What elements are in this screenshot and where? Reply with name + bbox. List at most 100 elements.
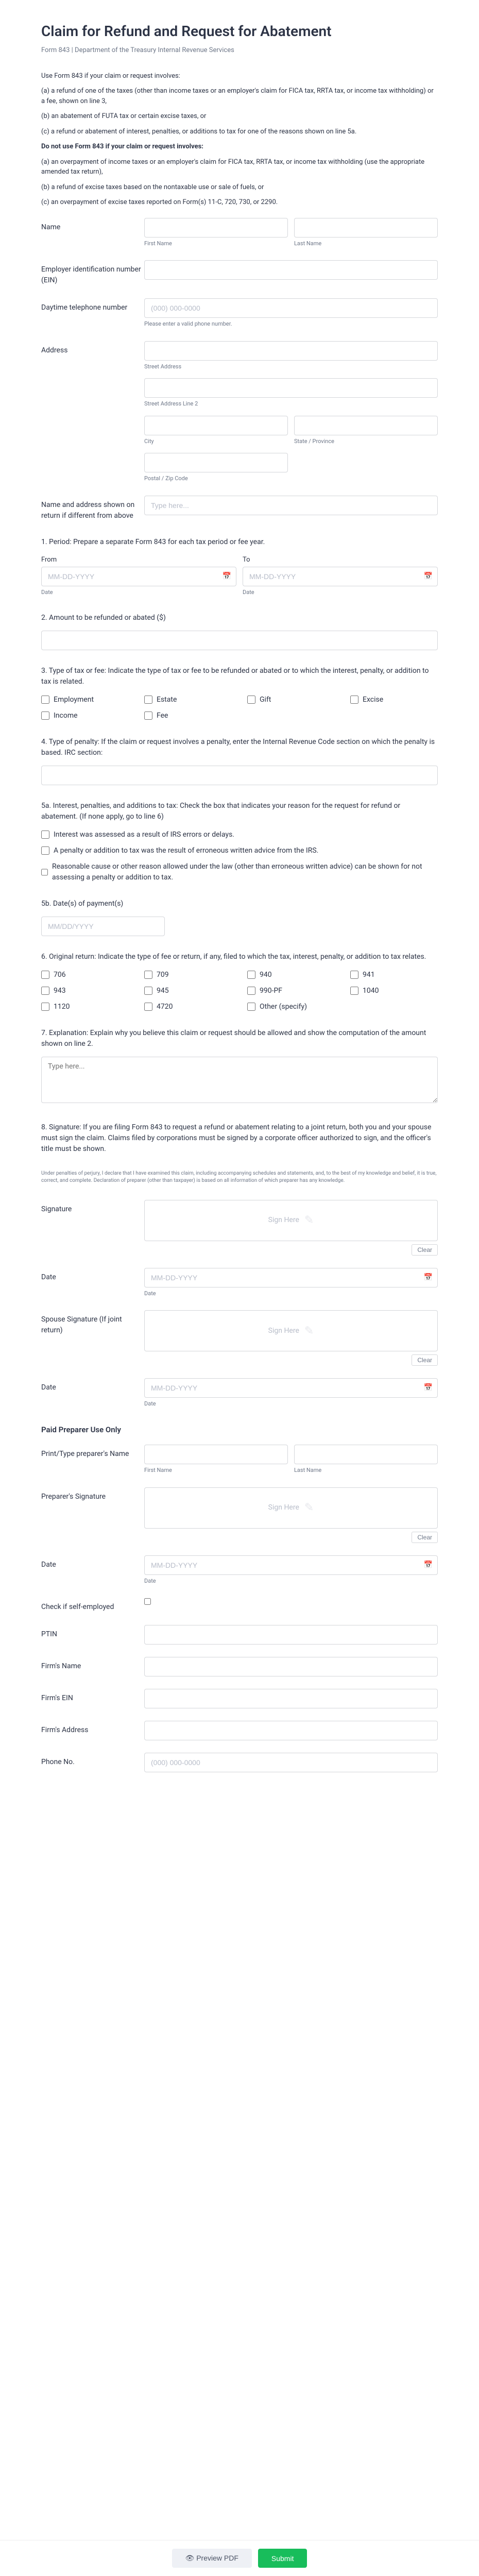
prep-date-input[interactable] (144, 1555, 438, 1575)
checkbox-option[interactable]: Other (specify) (247, 1002, 330, 1012)
checkbox-label: 4720 (157, 1002, 173, 1012)
clear-button[interactable]: Clear (412, 1244, 438, 1256)
prep-signature-pad[interactable]: Sign Here✎ (144, 1487, 438, 1529)
hint-phone: Please enter a valid phone number. (144, 320, 438, 329)
spouse-date-input[interactable] (144, 1378, 438, 1398)
q4-input[interactable] (41, 766, 438, 785)
nameaddr-input[interactable] (144, 496, 438, 515)
clear-button[interactable]: Clear (412, 1354, 438, 1366)
checkbox-option[interactable]: Excise (350, 694, 433, 705)
checkbox-option[interactable]: Fee (144, 710, 227, 721)
first-name-input[interactable] (144, 218, 288, 238)
q1-from-input[interactable] (41, 567, 236, 586)
q1-to-label: To (243, 555, 438, 565)
q4-text: 4. Type of penalty: If the claim or requ… (41, 737, 438, 758)
q1-to-input[interactable] (243, 567, 438, 586)
checkbox-label: Other (specify) (260, 1002, 307, 1012)
checkbox-option[interactable]: Income (41, 710, 124, 721)
hint-last: Last Name (294, 240, 438, 248)
checkbox-input[interactable] (41, 831, 49, 839)
intro-block: Use Form 843 if your claim or request in… (41, 71, 438, 208)
preview-pdf-button[interactable]: Preview PDF (172, 2549, 252, 2568)
checkbox-option[interactable]: 943 (41, 986, 124, 996)
checkbox-input[interactable] (41, 971, 49, 979)
last-name-input[interactable] (294, 218, 438, 238)
checkbox-option[interactable]: A penalty or addition to tax was the res… (41, 845, 438, 856)
checkbox-input[interactable] (247, 987, 255, 995)
prep-first-input[interactable] (144, 1445, 288, 1464)
checkbox-option[interactable]: 945 (144, 986, 227, 996)
self-employed-checkbox[interactable] (144, 1598, 151, 1605)
checkbox-input[interactable] (144, 987, 152, 995)
checkbox-input[interactable] (247, 696, 255, 704)
q5b-input[interactable] (41, 917, 165, 936)
label-prep-name: Print/Type preparer's Name (41, 1445, 144, 1460)
clear-button[interactable]: Clear (412, 1532, 438, 1543)
checkbox-input[interactable] (144, 696, 152, 704)
intro-a: (a) a refund of one of the taxes (other … (41, 86, 438, 106)
q7-text: 7. Explanation: Explain why you believe … (41, 1028, 438, 1049)
checkbox-label: Estate (157, 694, 177, 705)
checkbox-option[interactable]: Interest was assessed as a result of IRS… (41, 829, 438, 840)
checkbox-input[interactable] (144, 971, 152, 979)
state-input[interactable] (294, 416, 438, 435)
q7-textarea[interactable] (41, 1057, 438, 1103)
checkbox-input[interactable] (41, 868, 48, 876)
checkbox-option[interactable]: 940 (247, 970, 330, 980)
checkbox-option[interactable]: 706 (41, 970, 124, 980)
label-prep-date: Date (41, 1555, 144, 1570)
checkbox-option[interactable]: Estate (144, 694, 227, 705)
zip-input[interactable] (144, 453, 288, 472)
label-prep-sig: Preparer's Signature (41, 1487, 144, 1502)
checkbox-input[interactable] (41, 846, 49, 855)
checkbox-option[interactable]: Employment (41, 694, 124, 705)
ein-input[interactable] (144, 260, 438, 280)
street2-input[interactable] (144, 378, 438, 398)
pen-icon: ✎ (304, 1323, 314, 1340)
phone-input[interactable] (144, 298, 438, 318)
firmaddr-input[interactable] (144, 1721, 438, 1740)
checkbox-input[interactable] (247, 971, 255, 979)
prep-phone-input[interactable] (144, 1753, 438, 1772)
page-subtitle: Form 843 | Department of the Treasury In… (41, 45, 438, 56)
street-input[interactable] (144, 341, 438, 361)
checkbox-option[interactable]: 709 (144, 970, 227, 980)
checkbox-input[interactable] (350, 696, 358, 704)
checkbox-input[interactable] (41, 987, 49, 995)
city-input[interactable] (144, 416, 288, 435)
label-sig-date: Date (41, 1268, 144, 1283)
calendar-icon: 📅 (424, 1272, 433, 1283)
checkbox-option[interactable]: Reasonable cause or other reason allowed… (41, 861, 438, 883)
q5b-text: 5b. Date(s) of payment(s) (41, 899, 438, 909)
sig-date-input[interactable] (144, 1268, 438, 1287)
checkbox-label: Income (54, 710, 78, 721)
spouse-signature-pad[interactable]: Sign Here✎ (144, 1310, 438, 1351)
checkbox-input[interactable] (41, 711, 49, 720)
signature-pad[interactable]: Sign Here✎ (144, 1200, 438, 1241)
prep-last-input[interactable] (294, 1445, 438, 1464)
checkbox-option[interactable]: 1120 (41, 1002, 124, 1012)
ptin-input[interactable] (144, 1625, 438, 1645)
checkbox-input[interactable] (41, 1003, 49, 1011)
checkbox-label: Excise (363, 694, 383, 705)
checkbox-label: 706 (54, 970, 66, 980)
checkbox-input[interactable] (41, 696, 49, 704)
firmname-input[interactable] (144, 1657, 438, 1676)
checkbox-input[interactable] (144, 711, 152, 720)
checkbox-option[interactable]: 4720 (144, 1002, 227, 1012)
checkbox-input[interactable] (350, 971, 358, 979)
checkbox-input[interactable] (144, 1003, 152, 1011)
checkbox-option[interactable]: 1040 (350, 986, 433, 996)
checkbox-label: 990-PF (260, 986, 282, 996)
checkbox-label: 709 (157, 970, 169, 980)
checkbox-option[interactable]: 941 (350, 970, 433, 980)
firmein-input[interactable] (144, 1689, 438, 1708)
q2-input[interactable] (41, 631, 438, 650)
checkbox-option[interactable]: Gift (247, 694, 330, 705)
checkbox-input[interactable] (247, 1003, 255, 1011)
checkbox-input[interactable] (350, 987, 358, 995)
calendar-icon: 📅 (424, 571, 433, 582)
calendar-icon: 📅 (424, 1560, 433, 1570)
checkbox-option[interactable]: 990-PF (247, 986, 330, 996)
submit-button[interactable]: Submit (258, 2549, 307, 2568)
